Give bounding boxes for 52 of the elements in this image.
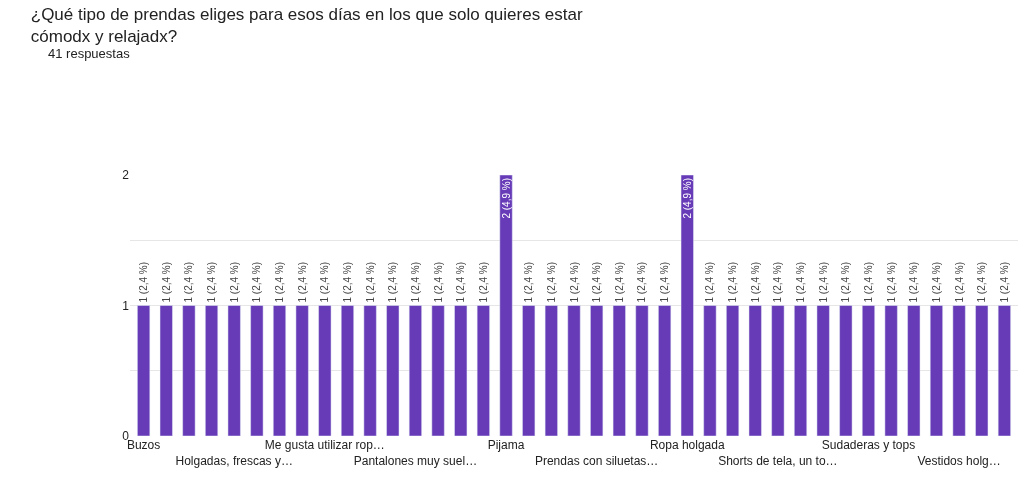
data-label: 1 (2,4 %) [545, 261, 557, 303]
data-label: 1 (2,4 %) [613, 261, 625, 303]
data-label: 1 (2,4 %) [206, 261, 218, 303]
data-label: 1 (2,4 %) [840, 261, 852, 303]
data-label: 1 (2,4 %) [228, 261, 240, 303]
x-tick-label: Me gusta utilizar rop… [264, 438, 385, 452]
data-label: 1 (2,4 %) [364, 261, 376, 303]
data-label: 1 (2,4 %) [568, 261, 580, 303]
data-label: 1 (2,4 %) [976, 261, 988, 303]
data-label: 1 (2,4 %) [319, 261, 331, 303]
data-label: 1 (2,4 %) [930, 261, 942, 303]
data-label: 1 (2,4 %) [274, 261, 286, 303]
data-label: 1 (2,4 %) [862, 261, 874, 303]
y-tick-label: 2 [122, 168, 130, 183]
data-label: 1 (2,4 %) [477, 261, 489, 303]
data-label: 1 (2,4 %) [523, 261, 535, 303]
data-label: 2 (4,9 %) [500, 178, 512, 219]
data-label: 1 (2,4 %) [749, 261, 761, 303]
data-label: 1 (2,4 %) [727, 261, 739, 303]
x-tick-label: Holgadas, frescas y… [175, 453, 293, 468]
x-tick-label: Pantalones muy suel… [353, 453, 478, 468]
data-label: 1 (2,4 %) [387, 261, 399, 303]
data-label: 1 (2,4 %) [409, 261, 421, 303]
x-tick-label: Prendas con siluetas… [534, 453, 659, 468]
x-tick-label: Shorts de tela, un to… [718, 453, 838, 468]
x-tick-label: Sudaderas y tops [821, 438, 916, 452]
data-label: 1 (2,4 %) [591, 261, 603, 303]
data-label: 1 (2,4 %) [885, 261, 897, 303]
data-label: 1 (2,4 %) [817, 261, 829, 303]
data-label: 1 (2,4 %) [998, 261, 1010, 303]
data-label: 1 (2,4 %) [704, 261, 716, 303]
data-label: 1 (2,4 %) [908, 261, 920, 303]
data-label: 1 (2,4 %) [296, 261, 308, 303]
chart-subtitle: 41 respuestas [48, 46, 131, 61]
data-label: 1 (2,4 %) [659, 261, 671, 303]
data-label: 1 (2,4 %) [636, 261, 648, 303]
data-label: 1 (2,4 %) [772, 261, 784, 303]
data-label: 1 (2,4 %) [795, 261, 807, 303]
data-label: 2 (4,9 %) [681, 178, 693, 219]
data-label: 1 (2,4 %) [160, 261, 172, 303]
data-label: 1 (2,4 %) [432, 261, 444, 303]
data-label: 1 (2,4 %) [138, 261, 150, 303]
data-label: 1 (2,4 %) [341, 261, 353, 303]
x-tick-label: Ropa holgada [649, 438, 725, 452]
x-tick-label: Vestidos holg… [917, 453, 1001, 468]
data-label: 1 (2,4 %) [251, 261, 263, 303]
data-label: 1 (2,4 %) [183, 261, 195, 303]
y-tick-label: 1 [122, 298, 130, 313]
x-tick-label: Pijama [487, 438, 525, 452]
data-label: 1 (2,4 %) [953, 261, 965, 303]
data-label: 1 (2,4 %) [455, 261, 467, 303]
chart-title: ¿Qué tipo de prendas eliges para esos días en los que solo quieres estar cómodx y relajadx? [30, 4, 584, 46]
